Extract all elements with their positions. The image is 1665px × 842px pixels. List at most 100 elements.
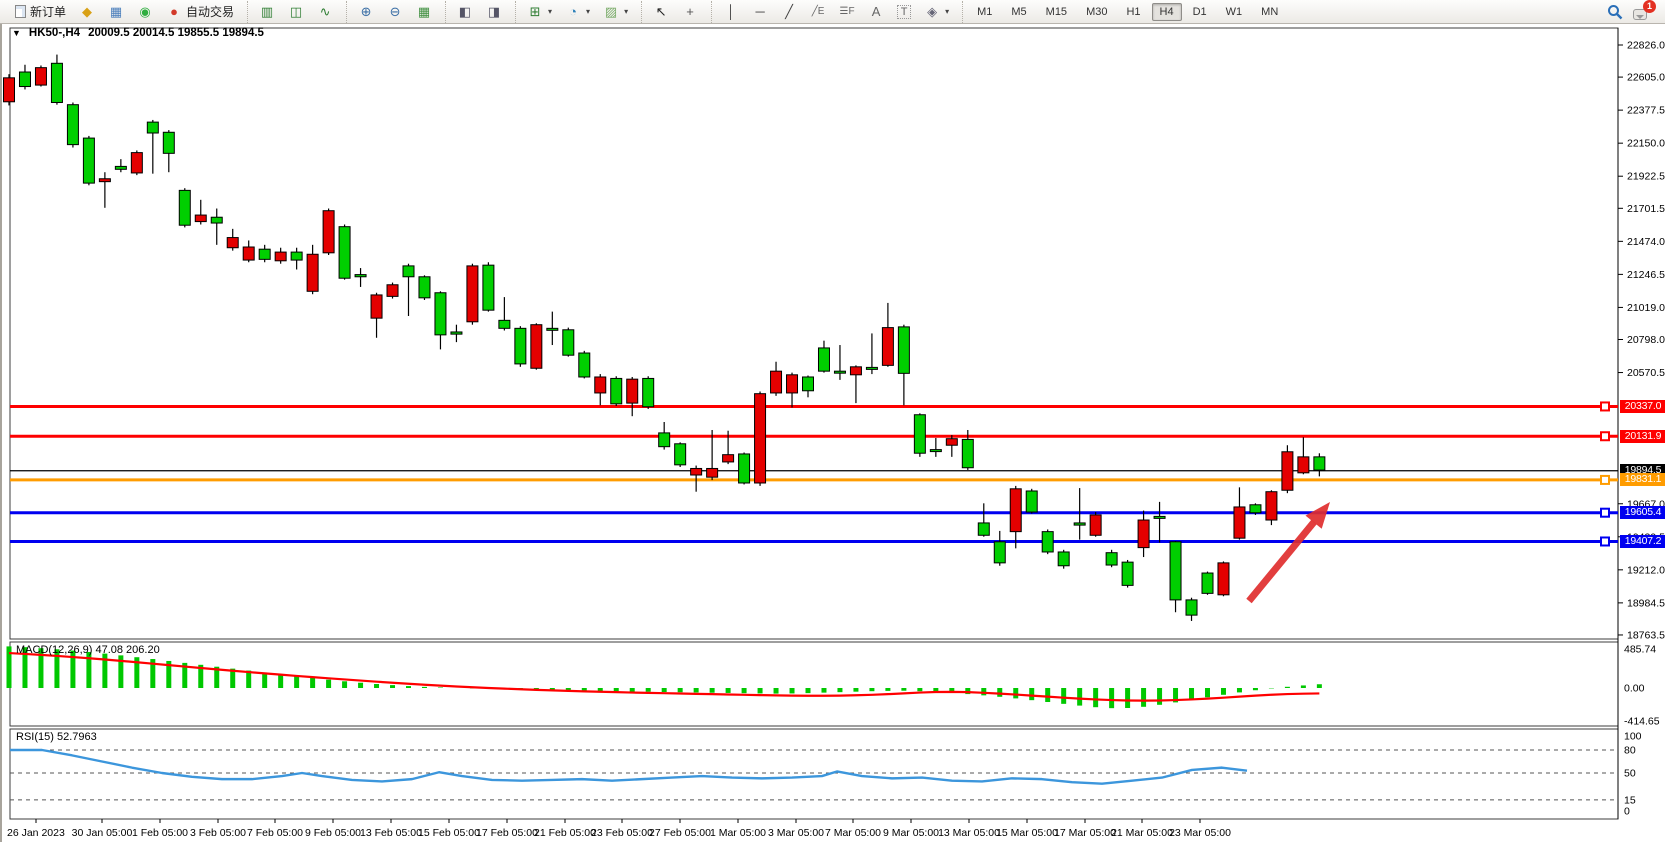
gold-box-button[interactable]: ◆	[74, 2, 100, 22]
chart-canvas[interactable]: 22826.0 22605.0 22377.5 22150.0 21922.5 21701…	[2, 24, 1665, 842]
timeframe-m5[interactable]: M5	[1011, 5, 1027, 18]
shapes-icon: ◈	[927, 3, 938, 19]
bear-candle	[706, 467, 719, 478]
cursor-group: ↖ +	[641, 0, 709, 23]
trendline-icon: ╱	[785, 3, 793, 19]
timeframe-m30[interactable]: M30	[1086, 5, 1108, 18]
trend-arrow-head[interactable]	[1305, 502, 1331, 529]
signal-icon: ◉	[139, 3, 151, 19]
bear-candle	[34, 67, 47, 86]
timeframe-d1[interactable]: D1	[1192, 5, 1207, 18]
line-chart-button[interactable]: ∿	[312, 2, 338, 22]
candlestick-button[interactable]: ◫	[283, 2, 309, 22]
chart-symbol-period: HK50-,H4	[28, 27, 81, 39]
zoom-out-button[interactable]: ⊖	[382, 2, 408, 22]
support-1-handle[interactable]	[1600, 507, 1610, 518]
time-axis-label: 9 Feb 05:00	[305, 827, 361, 839]
horizontal-line-icon: ─	[755, 3, 765, 19]
trend-arrow-shaft[interactable]	[1246, 519, 1317, 604]
chevron-down-icon: ▾	[945, 7, 950, 16]
bear-candle	[1281, 451, 1294, 491]
time-axis-label: 15 Mar 05:00	[996, 827, 1058, 839]
notification-badge: 1	[1643, 0, 1656, 13]
bull-candle	[1249, 504, 1262, 514]
zoom-in-button[interactable]: ⊕	[353, 2, 379, 22]
chart-shift-button[interactable]: ◨	[481, 2, 507, 22]
text-icon: A	[871, 3, 881, 19]
bear-candle	[3, 77, 15, 103]
periods-button[interactable]: ◔ ▾	[560, 2, 595, 22]
search-icon[interactable]	[1607, 4, 1623, 20]
signal-button[interactable]: ◉	[132, 2, 158, 22]
price-tick-label: 18984.5	[1627, 597, 1665, 609]
bull-candle	[802, 376, 814, 392]
zoom-group: ⊕ ⊖ ▦	[346, 0, 443, 23]
time-axis-label: 3 Feb 05:00	[190, 827, 246, 839]
bear-candle	[594, 376, 607, 394]
bar-chart-button[interactable]: ▥	[254, 2, 280, 22]
chart-type-group: ▥ ◫ ∿	[247, 0, 344, 23]
timeframe-mn[interactable]: MN	[1261, 5, 1279, 18]
trendline-button[interactable]: ╱	[776, 2, 802, 22]
timeframe-w1[interactable]: W1	[1225, 5, 1243, 18]
vline-button[interactable]: │	[718, 2, 744, 22]
new-order-icon	[15, 5, 26, 18]
fibonacci-button[interactable]: ☰F	[834, 2, 860, 22]
shapes-button[interactable]: ◈ ▾	[919, 2, 954, 22]
bull-candle	[1201, 572, 1214, 594]
bear-candle	[274, 251, 287, 262]
hline-button[interactable]: ─	[747, 2, 773, 22]
market-watch-button[interactable]: ▦	[103, 2, 129, 22]
bull-candle	[993, 541, 1006, 564]
new-order-button[interactable]: 新订单	[10, 2, 71, 22]
timeframe-m15[interactable]: M15	[1045, 5, 1068, 18]
bear-candle	[1089, 514, 1102, 536]
template-icon: ▨	[604, 3, 618, 19]
timeframe-m1[interactable]: M1	[977, 5, 993, 18]
timeframe-h1[interactable]: H1	[1126, 5, 1141, 18]
new-order-label: 新订单	[30, 5, 67, 19]
time-axis-label: 17 Feb 05:00	[476, 827, 538, 839]
bull-candle	[114, 165, 127, 170]
resistance-1-handle[interactable]	[1600, 401, 1610, 412]
channel-button[interactable]: ╱E	[805, 2, 831, 22]
cursor-button[interactable]: ↖	[648, 2, 674, 22]
price-tick-label: 21246.5	[1627, 269, 1665, 281]
macd-label: MACD(12,26,9) 47.08 206.20	[16, 644, 160, 656]
time-axis-label: 13 Mar 05:00	[938, 827, 1000, 839]
rsi-axis-label: 100	[1624, 731, 1642, 743]
auto-arrange-button[interactable]: ◧	[452, 2, 478, 22]
chat-icon	[1633, 8, 1647, 20]
bull-candle	[498, 319, 511, 329]
price-badge-resistance-2[interactable]: 20131.9	[1620, 429, 1665, 443]
chart-window: ▼ HK50-,H4 20009.5 20014.5 19855.5 19894…	[0, 24, 1665, 842]
fibonacci-icon: ☰F	[839, 5, 855, 17]
label-icon: T	[897, 4, 912, 19]
bull-candle	[418, 276, 431, 299]
bear-candle	[1265, 491, 1278, 521]
resistance-2-handle[interactable]	[1600, 431, 1610, 442]
bull-candle	[50, 62, 63, 104]
line-chart-icon: ∿	[319, 3, 331, 19]
price-badge-support-2[interactable]: 19407.2	[1620, 534, 1665, 548]
collapse-icon[interactable]: ▼	[12, 28, 21, 38]
price-badge-pivot-line[interactable]: 19831.1	[1620, 473, 1665, 487]
new-chart-button[interactable]: ⊞ ▾	[522, 2, 557, 22]
auto-arrange-icon: ◧	[458, 3, 472, 19]
price-badge-support-1[interactable]: 19605.4	[1620, 506, 1665, 520]
trade-group: 新订单 ◆ ▦ ◉ ● 自动交易	[4, 1, 245, 23]
tile-windows-button[interactable]: ▦	[411, 2, 437, 22]
label-button[interactable]: T	[892, 2, 916, 22]
template-button[interactable]: ▨ ▾	[598, 2, 633, 22]
timeframe-h4[interactable]: H4	[1151, 2, 1182, 21]
crosshair-button[interactable]: +	[677, 2, 703, 22]
chevron-down-icon: ▾	[586, 7, 591, 16]
price-tick-label: 19212.0	[1627, 564, 1665, 576]
pivot-line-handle[interactable]	[1600, 474, 1610, 485]
bar-chart-icon: ▥	[260, 3, 274, 19]
autotrading-button[interactable]: ● 自动交易	[161, 2, 239, 22]
price-badge-resistance-1[interactable]: 20337.0	[1620, 399, 1665, 413]
chat-button[interactable]: 1	[1633, 0, 1656, 21]
support-2-handle[interactable]	[1600, 536, 1610, 547]
text-button[interactable]: A	[863, 2, 889, 22]
